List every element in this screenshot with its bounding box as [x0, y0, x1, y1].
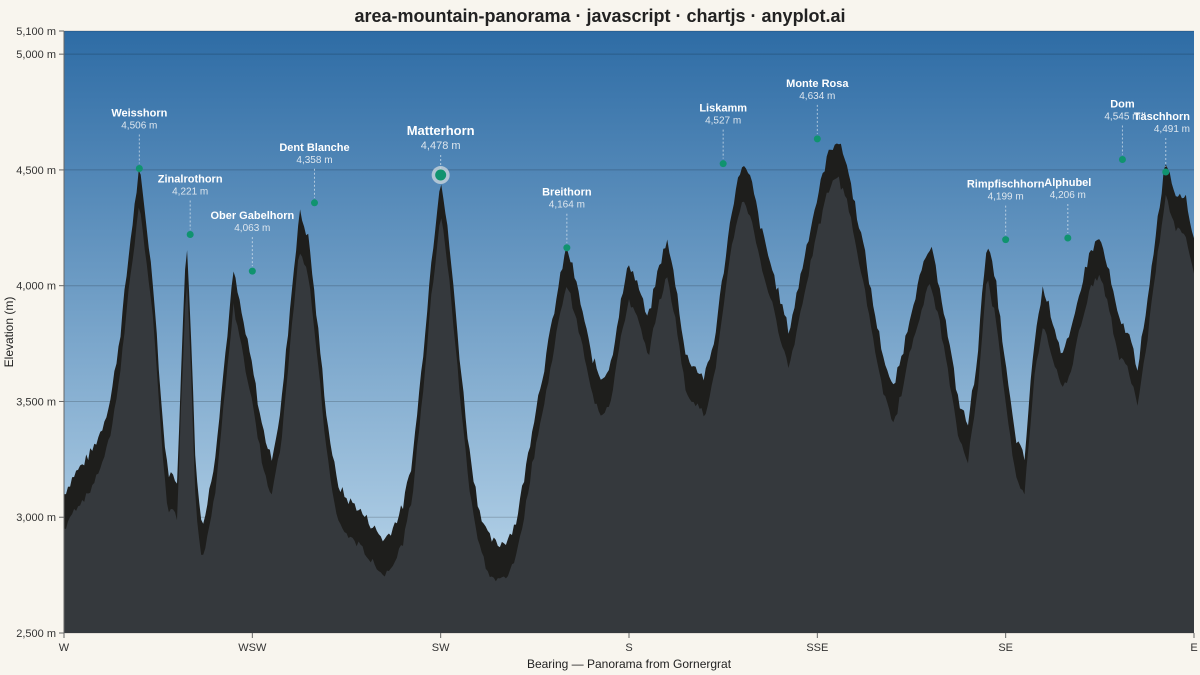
peak-marker: [1002, 236, 1010, 244]
y-tick-label: 5,100 m: [16, 26, 56, 38]
y-tick-label: 4,000 m: [16, 281, 56, 293]
y-tick-label: 5,000 m: [16, 49, 56, 61]
peak-elevation-label: 4,527 m: [705, 116, 741, 127]
peak-elevation-label: 4,221 m: [172, 187, 208, 198]
x-tick-label: SE: [998, 642, 1013, 654]
peak-elevation-label: 4,063 m: [234, 223, 270, 234]
peak-name-label: Rimpfischhorn: [967, 179, 1045, 191]
peak-name-label: Monte Rosa: [786, 78, 849, 90]
peak-elevation-label: 4,206 m: [1050, 190, 1086, 201]
peak-marker: [435, 169, 447, 181]
peak-marker: [719, 160, 727, 168]
peak-marker: [248, 267, 256, 275]
peak-name-label: Zinalrothorn: [158, 174, 223, 186]
x-tick-label: SSE: [806, 642, 828, 654]
peak-elevation-label: 4,545 m: [1104, 112, 1140, 123]
x-tick-label: WSW: [238, 642, 267, 654]
peak-elevation-label: 4,506 m: [121, 121, 157, 132]
peak-marker: [135, 165, 143, 173]
ridge-front-area: [64, 176, 1194, 633]
peak-elevation-label: 4,634 m: [799, 91, 835, 102]
peak-elevation-label: 4,478 m: [421, 140, 461, 152]
peak-name-label: Breithorn: [542, 187, 592, 199]
x-tick-label: W: [59, 642, 70, 654]
peak-elevation-label: 4,199 m: [988, 192, 1024, 203]
y-tick-label: 2,500 m: [16, 628, 56, 640]
peak-elevation-label: 4,491 m: [1154, 124, 1190, 135]
peak-name-label: Täschhorn: [1134, 111, 1191, 123]
peak-name-label: Weisshorn: [111, 108, 167, 120]
peak-marker: [1064, 234, 1072, 242]
x-tick-label: E: [1190, 642, 1197, 654]
x-tick-label: S: [625, 642, 632, 654]
y-tick-label: 3,500 m: [16, 396, 56, 408]
y-axis: 2,500 m 3,000 m 3,500 m 4,000 m 4,500 m 5,000…: [16, 26, 65, 640]
peak-name-label: Dent Blanche: [279, 142, 349, 154]
peak-name-label: Dom: [1110, 99, 1135, 111]
y-axis-title: Elevation (m): [2, 297, 16, 368]
peak-elevation-label: 4,358 m: [296, 155, 332, 166]
peak-matterhorn: Matterhorn 4,478 m: [407, 123, 475, 185]
peak-name-label: Matterhorn: [407, 123, 475, 138]
peak-marker: [1118, 156, 1126, 164]
x-axis-title: Bearing — Panorama from Gornergrat: [527, 657, 732, 671]
peak-elevation-label: 4,164 m: [549, 200, 585, 211]
chart-title: area-mountain-panorama · javascript · ch…: [354, 6, 846, 26]
x-tick-label: SW: [432, 642, 450, 654]
x-axis: W WSW SW S SSE SE E: [59, 633, 1198, 654]
peak-name-label: Liskamm: [699, 103, 747, 115]
peak-marker: [310, 199, 318, 207]
peak-marker: [1162, 168, 1170, 176]
y-tick-label: 3,000 m: [16, 512, 56, 524]
peak-marker: [563, 244, 571, 252]
y-tick-label: 4,500 m: [16, 165, 56, 177]
peak-marker: [186, 231, 194, 239]
peak-name-label: Ober Gabelhorn: [210, 210, 294, 222]
peak-name-label: Alphubel: [1044, 177, 1091, 189]
peak-marker: [813, 135, 821, 143]
